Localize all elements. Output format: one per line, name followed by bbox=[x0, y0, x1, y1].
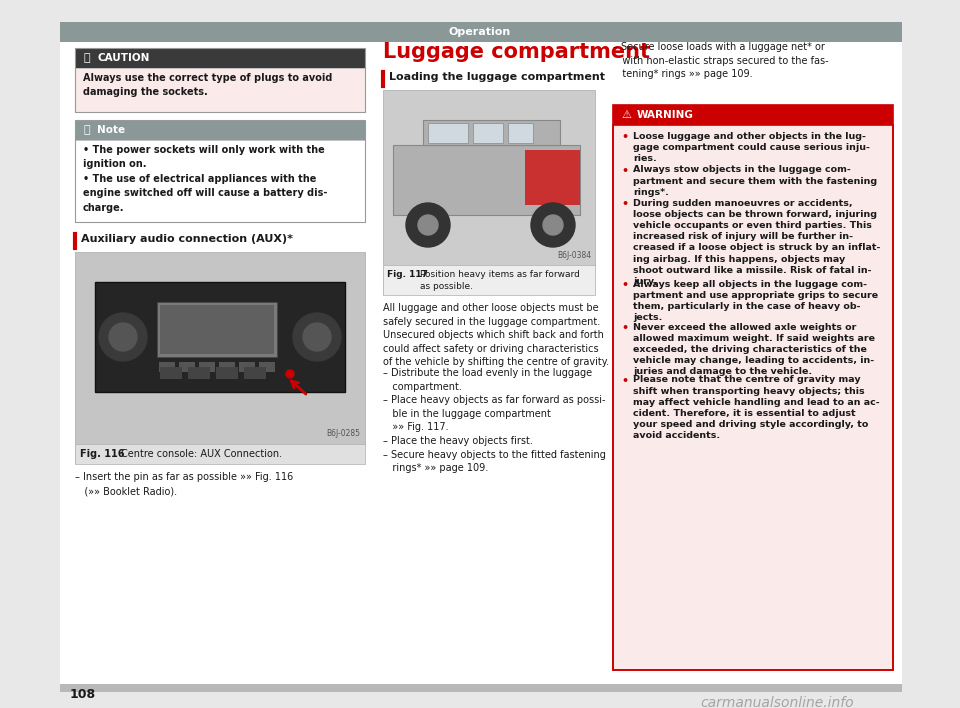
Bar bbox=[160, 305, 274, 354]
Bar bbox=[75, 48, 365, 68]
Bar bbox=[60, 22, 902, 686]
Text: • The power sockets will only work with the
ignition on.
• The use of electrical: • The power sockets will only work with … bbox=[83, 145, 327, 212]
Text: Fig. 117: Fig. 117 bbox=[387, 270, 434, 279]
Bar bbox=[393, 145, 580, 215]
Bar bbox=[508, 123, 533, 143]
Text: 108: 108 bbox=[70, 688, 96, 702]
Text: •: • bbox=[621, 166, 628, 176]
Bar bbox=[216, 367, 238, 379]
Bar bbox=[423, 120, 560, 145]
Bar bbox=[75, 120, 365, 140]
Text: •: • bbox=[621, 280, 628, 290]
Text: All luggage and other loose objects must be
safely secured in the luggage compar: All luggage and other loose objects must… bbox=[383, 303, 610, 367]
Circle shape bbox=[406, 203, 450, 247]
Circle shape bbox=[286, 370, 294, 378]
Text: – Distribute the load evenly in the luggage
   compartment.
– Place heavy object: – Distribute the load evenly in the lugg… bbox=[383, 368, 606, 473]
Text: ⚠: ⚠ bbox=[621, 110, 631, 120]
Text: During sudden manoeuvres or accidents,
loose objects can be thrown forward, inju: During sudden manoeuvres or accidents, l… bbox=[633, 199, 880, 286]
Text: – Insert the pin as far as possible »» Fig. 116
   (»» Booklet Radio).: – Insert the pin as far as possible »» F… bbox=[75, 472, 293, 496]
Bar bbox=[525, 150, 580, 205]
Text: WARNING: WARNING bbox=[637, 110, 694, 120]
Text: Auxiliary audio connection (AUX)*: Auxiliary audio connection (AUX)* bbox=[81, 234, 293, 244]
Bar bbox=[239, 362, 255, 372]
Bar bbox=[160, 367, 182, 379]
Circle shape bbox=[293, 313, 341, 361]
Bar bbox=[613, 105, 893, 125]
Text: ⓘ: ⓘ bbox=[83, 125, 89, 135]
Bar bbox=[259, 362, 275, 372]
Bar bbox=[383, 90, 595, 265]
Bar bbox=[219, 362, 235, 372]
Bar bbox=[75, 444, 365, 464]
Text: Loading the luggage compartment: Loading the luggage compartment bbox=[389, 72, 605, 82]
Bar bbox=[75, 252, 365, 444]
Text: Luggage compartment: Luggage compartment bbox=[383, 42, 650, 62]
Text: carmanualsonline.info: carmanualsonline.info bbox=[701, 696, 854, 708]
Circle shape bbox=[303, 323, 331, 351]
Text: Always stow objects in the luggage com-
partment and secure them with the fasten: Always stow objects in the luggage com- … bbox=[633, 166, 877, 197]
Bar bbox=[60, 684, 902, 692]
Text: Centre console: AUX Connection.: Centre console: AUX Connection. bbox=[121, 449, 282, 459]
Text: Never exceed the allowed axle weights or
allowed maximum weight. If said weights: Never exceed the allowed axle weights or… bbox=[633, 323, 875, 377]
Bar bbox=[383, 265, 595, 295]
Text: •: • bbox=[621, 323, 628, 333]
Circle shape bbox=[109, 323, 137, 351]
Circle shape bbox=[99, 313, 147, 361]
Bar bbox=[613, 105, 893, 670]
Bar bbox=[157, 302, 277, 357]
Text: Always use the correct type of plugs to avoid
damaging the sockets.: Always use the correct type of plugs to … bbox=[83, 73, 332, 97]
Circle shape bbox=[418, 215, 438, 235]
Text: Loose luggage and other objects in the lug-
gage compartment could cause serious: Loose luggage and other objects in the l… bbox=[633, 132, 870, 164]
Bar bbox=[188, 367, 210, 379]
Text: •: • bbox=[621, 132, 628, 142]
Text: B6J-0384: B6J-0384 bbox=[557, 251, 591, 260]
Text: ⓞ: ⓞ bbox=[83, 53, 89, 63]
Text: – Secure loose loads with a luggage net* or
   with non-elastic straps secured t: – Secure loose loads with a luggage net*… bbox=[613, 42, 828, 79]
Bar bbox=[75, 120, 365, 222]
Text: B6J-0285: B6J-0285 bbox=[326, 429, 360, 438]
Bar bbox=[95, 282, 345, 392]
Text: CAUTION: CAUTION bbox=[97, 53, 150, 63]
Bar bbox=[244, 367, 266, 379]
Circle shape bbox=[531, 203, 575, 247]
Text: Fig. 116: Fig. 116 bbox=[80, 449, 132, 459]
Bar bbox=[613, 125, 893, 670]
Bar bbox=[75, 444, 365, 464]
Bar bbox=[75, 68, 365, 112]
Text: Always keep all objects in the luggage com-
partment and use appropriate grips t: Always keep all objects in the luggage c… bbox=[633, 280, 878, 322]
Text: Please note that the centre of gravity may
shift when transporting heavy objects: Please note that the centre of gravity m… bbox=[633, 375, 879, 440]
Bar bbox=[60, 22, 902, 42]
Bar bbox=[159, 362, 175, 372]
Bar bbox=[75, 48, 365, 112]
Bar bbox=[199, 362, 215, 372]
Text: •: • bbox=[621, 375, 628, 385]
Text: Position heavy items as far forward
as possible.: Position heavy items as far forward as p… bbox=[420, 270, 580, 291]
Bar bbox=[75, 140, 365, 222]
Circle shape bbox=[543, 215, 563, 235]
Text: Operation: Operation bbox=[449, 27, 511, 37]
Bar bbox=[473, 123, 503, 143]
Bar bbox=[383, 265, 595, 295]
Bar bbox=[179, 362, 195, 372]
Bar bbox=[428, 123, 468, 143]
Text: •: • bbox=[621, 199, 628, 209]
Text: Note: Note bbox=[97, 125, 125, 135]
